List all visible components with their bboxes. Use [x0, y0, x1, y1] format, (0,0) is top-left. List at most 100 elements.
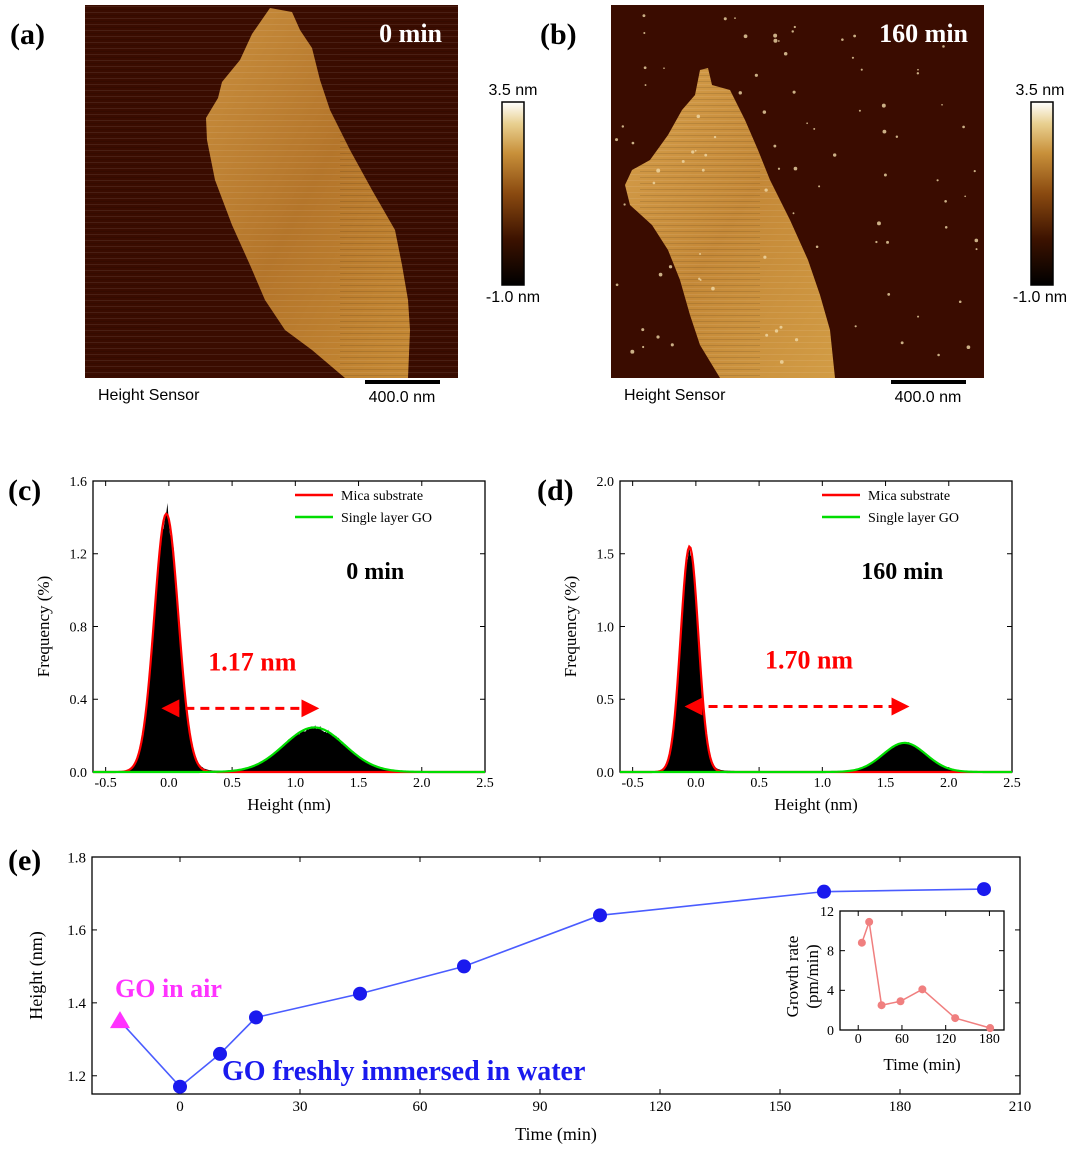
surface-particle — [631, 141, 635, 145]
y-tick-label: 0.0 — [597, 766, 615, 781]
scale-bar-a — [365, 380, 440, 384]
y-tick-label: 0.8 — [70, 620, 88, 635]
surface-particle — [713, 135, 717, 139]
x-tick-label: 210 — [1009, 1099, 1032, 1115]
surface-particle — [777, 167, 781, 170]
surface-particle — [630, 349, 635, 354]
surface-particle — [916, 72, 920, 75]
surface-particle — [699, 252, 702, 255]
x-tick-label: 30 — [293, 1099, 308, 1115]
x-tick-label: 0.0 — [160, 776, 178, 791]
growth-rate-point — [918, 985, 927, 994]
surface-particle — [806, 122, 808, 125]
surface-particle — [704, 153, 708, 157]
surface-particle — [738, 91, 742, 95]
surface-particle — [783, 52, 788, 56]
x-tick-label: -0.5 — [622, 776, 644, 791]
x-tick-label: 90 — [533, 1099, 548, 1115]
go-in-air-marker — [110, 1011, 130, 1029]
surface-particle — [937, 353, 940, 357]
surface-particle — [643, 66, 647, 70]
panel-b-sensor-label: Height Sensor — [624, 387, 726, 404]
growth-rate-point — [986, 1024, 995, 1033]
histogram-bars — [620, 546, 1012, 772]
histogram-chart-d: -0.5 0.0 0.5 1.0 1.5 2.0 2.5 0.0 0.5 1.0 1.5 2.0 Hei… — [561, 475, 1021, 814]
surface-particle — [691, 150, 695, 154]
histogram-bars — [93, 503, 485, 772]
surface-particle — [936, 179, 939, 182]
y-tick-label: 12 — [820, 905, 834, 920]
surface-particle — [642, 14, 646, 18]
panel-a-time: 0 min — [379, 19, 442, 48]
surface-particle — [813, 127, 816, 130]
surface-particle — [764, 188, 768, 192]
go-flake-b-texture — [625, 68, 835, 378]
plot-frame — [839, 910, 1005, 1031]
y-axis-label: Frequency (%) — [561, 576, 580, 678]
legend-label: Mica substrate — [868, 489, 950, 504]
surface-particle — [779, 325, 783, 329]
growth-rate-line — [861, 921, 991, 1029]
surface-particle — [944, 199, 947, 203]
surface-particle — [656, 335, 660, 339]
x-tick-label: 1.0 — [287, 776, 305, 791]
x-axis-label: Time (min) — [883, 1055, 960, 1074]
legend-label: Single layer GO — [868, 511, 959, 526]
height-difference-label: 1.70 nm — [765, 646, 853, 675]
x-axis-label: Time (min) — [515, 1124, 597, 1145]
scale-bar-b-label: 400.0 nm — [895, 389, 962, 406]
y-tick-label: 1.8 — [67, 850, 86, 866]
height-data-point — [173, 1079, 187, 1094]
surface-particle — [958, 300, 962, 304]
surface-particle — [791, 30, 794, 33]
x-tick-label: 120 — [935, 1032, 956, 1047]
y-axis-label: Growth rate(pm/min) — [783, 936, 822, 1018]
surface-particle — [773, 144, 777, 148]
height-data-point — [249, 1010, 263, 1025]
growth-rate-point — [877, 1001, 886, 1010]
colorbar-b-min: -1.0 nm — [1013, 289, 1067, 306]
x-tick-label: 0.5 — [223, 776, 241, 791]
colorbar-a-min: -1.0 nm — [486, 289, 540, 306]
growth-rate-point — [951, 1014, 960, 1023]
colorbar-a-max: 3.5 nm — [489, 82, 538, 99]
height-data-point — [817, 884, 831, 899]
x-tick-label: 1.0 — [814, 776, 832, 791]
surface-particle — [615, 138, 619, 142]
y-tick-label: 4 — [827, 984, 834, 999]
y-tick-label: 0.5 — [597, 693, 615, 708]
y-tick-label: 8 — [827, 945, 834, 960]
surface-particle — [875, 240, 878, 244]
go-fit-curve — [93, 726, 485, 774]
y-axis-label: Height (nm) — [26, 931, 47, 1019]
chart-time-title: 160 min — [861, 559, 943, 585]
surface-particle — [642, 345, 645, 349]
panel-b-label: (b) — [540, 18, 577, 51]
surface-particle — [818, 185, 821, 188]
go-fit-curve — [620, 741, 1012, 774]
surface-particle — [779, 360, 784, 364]
colorbar-b — [1030, 101, 1054, 286]
x-tick-label: 0 — [176, 1099, 184, 1115]
x-tick-label: 0 — [855, 1032, 862, 1047]
surface-particle — [723, 17, 727, 21]
height-data-point — [593, 908, 607, 923]
panel-a-label: (a) — [10, 18, 45, 51]
surface-particle — [777, 40, 780, 42]
x-tick-label: 0.5 — [750, 776, 768, 791]
growth-rate-point — [896, 997, 905, 1006]
panel-a-sensor-label: Height Sensor — [98, 387, 200, 404]
x-tick-label: 2.5 — [476, 776, 494, 791]
surface-particle — [942, 45, 945, 48]
surface-particle — [877, 221, 881, 226]
surface-particle — [615, 283, 619, 287]
go-in-air-label: GO in air — [115, 974, 222, 1003]
x-tick-label: 2.0 — [940, 776, 958, 791]
surface-particle — [701, 168, 705, 172]
surface-particle — [962, 125, 965, 129]
panel-c-label: (c) — [8, 474, 41, 507]
surface-particle — [883, 173, 887, 177]
surface-particle — [641, 328, 645, 332]
surface-particle — [815, 245, 819, 249]
